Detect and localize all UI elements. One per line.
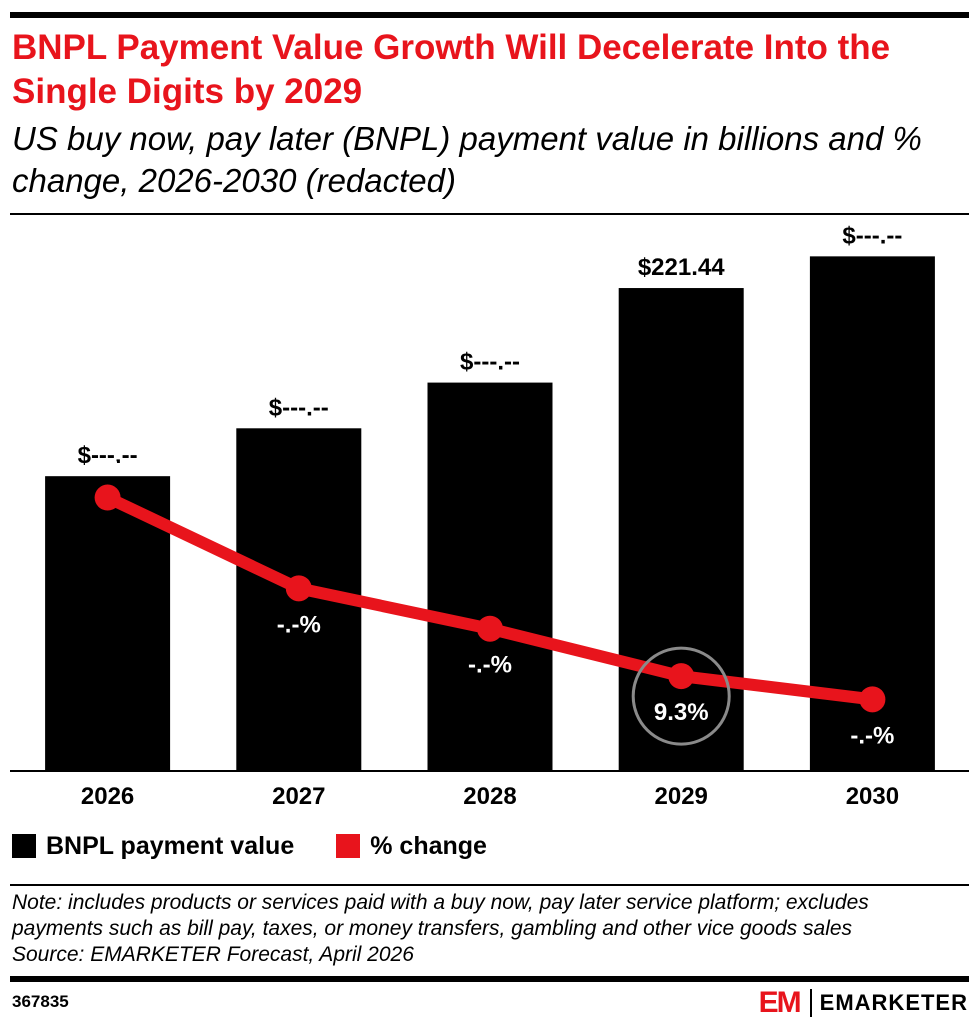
- bottom-rule: [10, 976, 969, 982]
- value-label-2028: $---.--: [460, 349, 520, 376]
- baseline-layer: [10, 770, 969, 772]
- legend-item-percent-change: % change: [336, 832, 487, 861]
- change-point-2028: [477, 615, 503, 642]
- change-label-2028: -.-%: [468, 652, 512, 679]
- line-layer: [94, 484, 886, 746]
- chart-title: BNPL Payment Value Growth Will Decelerat…: [12, 28, 891, 111]
- legend-swatch-percent-change: [336, 834, 361, 858]
- notes: Note: includes products or services paid…: [12, 890, 967, 968]
- value-label-2026: $---.--: [78, 442, 138, 469]
- x-tick-label-2029: 2029: [655, 783, 708, 810]
- legend-swatch-payment-value: [12, 834, 36, 858]
- source-line: Source: EMARKETER Forecast, April 2026: [12, 943, 414, 966]
- note-rule: [10, 884, 969, 886]
- em-logo-icon: EM: [758, 986, 802, 1019]
- value-label-2030: $---.--: [842, 222, 902, 249]
- change-label-2027: -.-%: [277, 611, 321, 638]
- bars-layer: [45, 256, 935, 771]
- x-tick-label-2026: 2026: [81, 783, 134, 810]
- x-tick-label-2030: 2030: [846, 783, 899, 810]
- top-rule: [10, 12, 969, 18]
- legend-item-payment-value: BNPL payment value: [12, 832, 294, 861]
- change-label-2030: -.-%: [850, 722, 894, 749]
- chart: $---.-- 2026 $---.-- 2027 $---.-- 2028 $221.44…: [10, 222, 969, 810]
- bar-2026: [45, 476, 171, 770]
- x-axis-baseline: [10, 770, 969, 772]
- change-point-2029: [668, 663, 695, 690]
- chart-id: 367835: [12, 992, 69, 1011]
- note-line-2: payments such as bill pay, taxes, or mon…: [12, 917, 853, 940]
- bar-2029: [618, 288, 744, 770]
- note-line-1: Note: includes products or services paid…: [12, 891, 869, 914]
- change-label-2029: 9.3%: [654, 699, 709, 726]
- labels-layer: $---.-- 2026 $---.-- 2027 $---.-- 2028 $221.44…: [78, 222, 903, 810]
- bar-2028: [427, 382, 553, 770]
- value-label-2029: $221.44: [638, 254, 725, 281]
- x-tick-label-2027: 2027: [272, 783, 325, 810]
- legend-label-payment-value: BNPL payment value: [46, 831, 295, 860]
- value-label-2027: $---.--: [269, 394, 329, 421]
- brand-name: EMARKETER: [819, 990, 968, 1015]
- x-tick-label-2028: 2028: [463, 783, 516, 810]
- bar-2030: [809, 256, 935, 771]
- change-point-2026: [94, 484, 121, 511]
- change-label-2026: -.-%: [86, 455, 130, 482]
- highlight-ring-2029: [631, 646, 731, 746]
- legend: BNPL payment value % change: [12, 828, 529, 864]
- chart-subtitle: US buy now, pay later (BNPL) payment val…: [12, 120, 922, 199]
- legend-label-percent-change: % change: [370, 831, 487, 860]
- subtitle-rule: [10, 213, 969, 215]
- brand-divider: [809, 989, 812, 1017]
- change-point-2030: [859, 686, 886, 713]
- brand-logo: EM EMARKETER: [758, 986, 968, 1019]
- change-point-2027: [285, 575, 312, 602]
